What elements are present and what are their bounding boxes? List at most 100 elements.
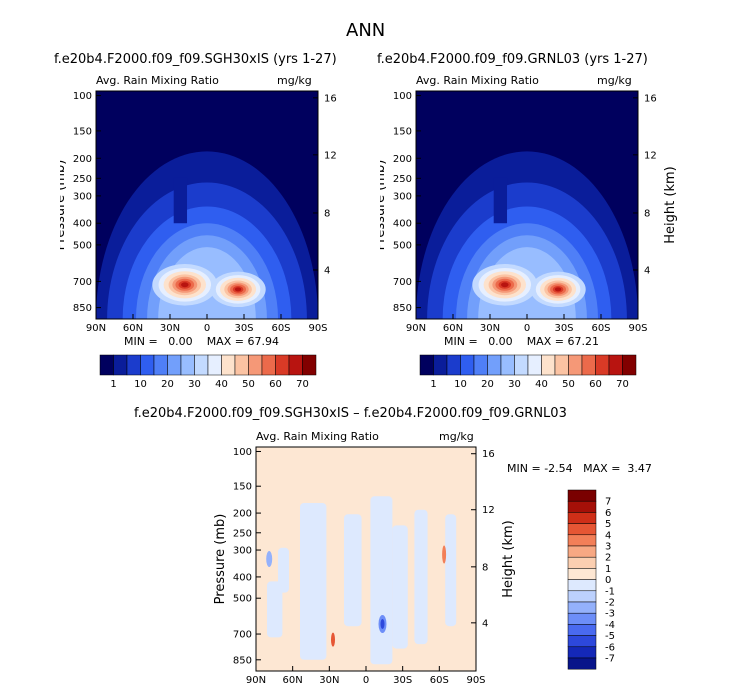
y-axis-label: Pressure (mb) (380, 160, 388, 251)
y2-tick-label: 4 (482, 618, 488, 629)
panel1-right-label: mg/kg (277, 74, 312, 87)
colorbar-box (554, 354, 569, 376)
colorbar-box (180, 354, 195, 376)
x-tick-label: 60N (283, 675, 303, 686)
colorbar-box (567, 568, 597, 580)
maximum-band (554, 287, 562, 292)
x-tick-label: 90N (246, 675, 266, 686)
y-tick-label: 300 (233, 546, 252, 557)
x-tick-label: 0 (363, 675, 369, 686)
y-tick-label: 300 (393, 191, 412, 202)
x-tick-label: 30N (160, 323, 180, 334)
colorbar-box (126, 354, 141, 376)
colorbar-label: 60 (269, 379, 282, 390)
colorbar-box (487, 354, 502, 376)
y2-tick-label: 16 (644, 93, 657, 104)
colorbar-box (568, 354, 583, 376)
colorbar-box (113, 354, 128, 376)
maximum-band (234, 287, 242, 292)
panel2-plot: 90N 60N 30N 0 30S 60S 90S 100 150 200 250 300 400 500… (380, 90, 678, 334)
negative-patch (370, 496, 393, 665)
colorbar-box (567, 601, 597, 614)
panel2-stats: MIN = 0.00 MAX = 67.21 (444, 335, 599, 348)
colorbar-label: 60 (589, 379, 602, 390)
y2-tick-label: 4 (644, 265, 650, 276)
negative-patch (267, 581, 283, 638)
colorbar-label: 3 (605, 542, 611, 553)
colorbar-box (581, 354, 596, 376)
y-tick-label: 250 (233, 528, 252, 539)
negative-cell (266, 551, 273, 567)
y2-tick-label: 16 (324, 93, 337, 104)
colorbar-label: -3 (605, 609, 615, 620)
negative-patch (300, 503, 327, 660)
colorbar-box (567, 500, 597, 513)
panel3-left-label: Avg. Rain Mixing Ratio (256, 430, 379, 443)
y2-tick-label: 16 (482, 449, 495, 460)
panel3-title: f.e20b4.F2000.f09_f09.SGH30xIS – f.e20b4… (134, 406, 567, 421)
colorbar-box (234, 354, 249, 376)
colorbar-label: -5 (605, 631, 615, 642)
heatmap-field (96, 91, 318, 319)
y-tick-label: 850 (73, 303, 92, 314)
y-tick-label: 400 (73, 219, 92, 230)
plot-frame (255, 446, 477, 672)
colorbar-box (221, 354, 236, 376)
colorbar-box (288, 354, 303, 376)
colorbar-box (473, 354, 488, 376)
y2-tick-label: 12 (324, 150, 337, 161)
colorbar-box (153, 354, 168, 376)
heatmap-field (256, 447, 476, 671)
colorbar-label: 30 (508, 379, 521, 390)
colorbar-box (275, 354, 290, 376)
colorbar-box (167, 354, 182, 376)
y-tick-label: 700 (393, 277, 412, 288)
colorbar-box (567, 590, 597, 603)
panel1-title: f.e20b4.F2000.f09_f09.SGH30xIS (yrs 1-27… (54, 52, 337, 67)
negative-cell (380, 618, 385, 629)
colorbar-label: 30 (188, 379, 201, 390)
colorbar-box (567, 489, 597, 502)
y-tick-label: 500 (393, 240, 412, 251)
colorbar-box (433, 354, 448, 376)
colorbar-box (248, 354, 263, 376)
panel2-left-label: Avg. Rain Mixing Ratio (416, 74, 539, 87)
maximum-band (501, 282, 509, 288)
colorbar-box (622, 354, 637, 376)
y-tick-label: 300 (73, 191, 92, 202)
y-tick-label: 850 (233, 655, 252, 666)
colorbar-label: 10 (134, 379, 147, 390)
y-tick-label: 400 (393, 219, 412, 230)
y-tick-label: 250 (393, 174, 412, 185)
colorbar-label: 2 (605, 553, 611, 564)
colorbar-box (567, 545, 597, 558)
panel2-right-label: mg/kg (597, 74, 632, 87)
colorbar-label: 1 (110, 379, 116, 390)
panel2-title: f.e20b4.F2000.f09_f09.GRNL03 (yrs 1-27) (377, 52, 648, 67)
colorbar-box (302, 354, 317, 376)
y-tick-label: 700 (233, 630, 252, 641)
negative-patch (392, 525, 408, 649)
colorbar-box (567, 523, 597, 536)
colorbar-label: 1 (605, 564, 611, 575)
colorbar-box (541, 354, 556, 376)
y2-axis-label: Height (km) (663, 166, 678, 243)
x-tick-label: 30N (480, 323, 500, 334)
colorbar-box (194, 354, 209, 376)
y2-tick-label: 4 (324, 265, 330, 276)
field-background (256, 447, 476, 671)
colorbar-box (567, 556, 597, 569)
plot-frame (95, 90, 319, 320)
colorbar-label: -2 (605, 598, 615, 609)
colorbar-label: -4 (605, 620, 615, 631)
y-tick-label: 200 (73, 154, 92, 165)
x-tick-label: 30S (234, 323, 253, 334)
colorbar-label: 0 (605, 575, 611, 586)
x-tick-label: 90S (308, 323, 327, 334)
x-tick-label: 30N (319, 675, 339, 686)
colorbar-box (567, 646, 597, 659)
x-tick-label: 0 (204, 323, 210, 334)
colorbar-label: 5 (605, 519, 611, 530)
y2-tick-label: 8 (482, 562, 488, 573)
heatmap-field (416, 91, 638, 319)
